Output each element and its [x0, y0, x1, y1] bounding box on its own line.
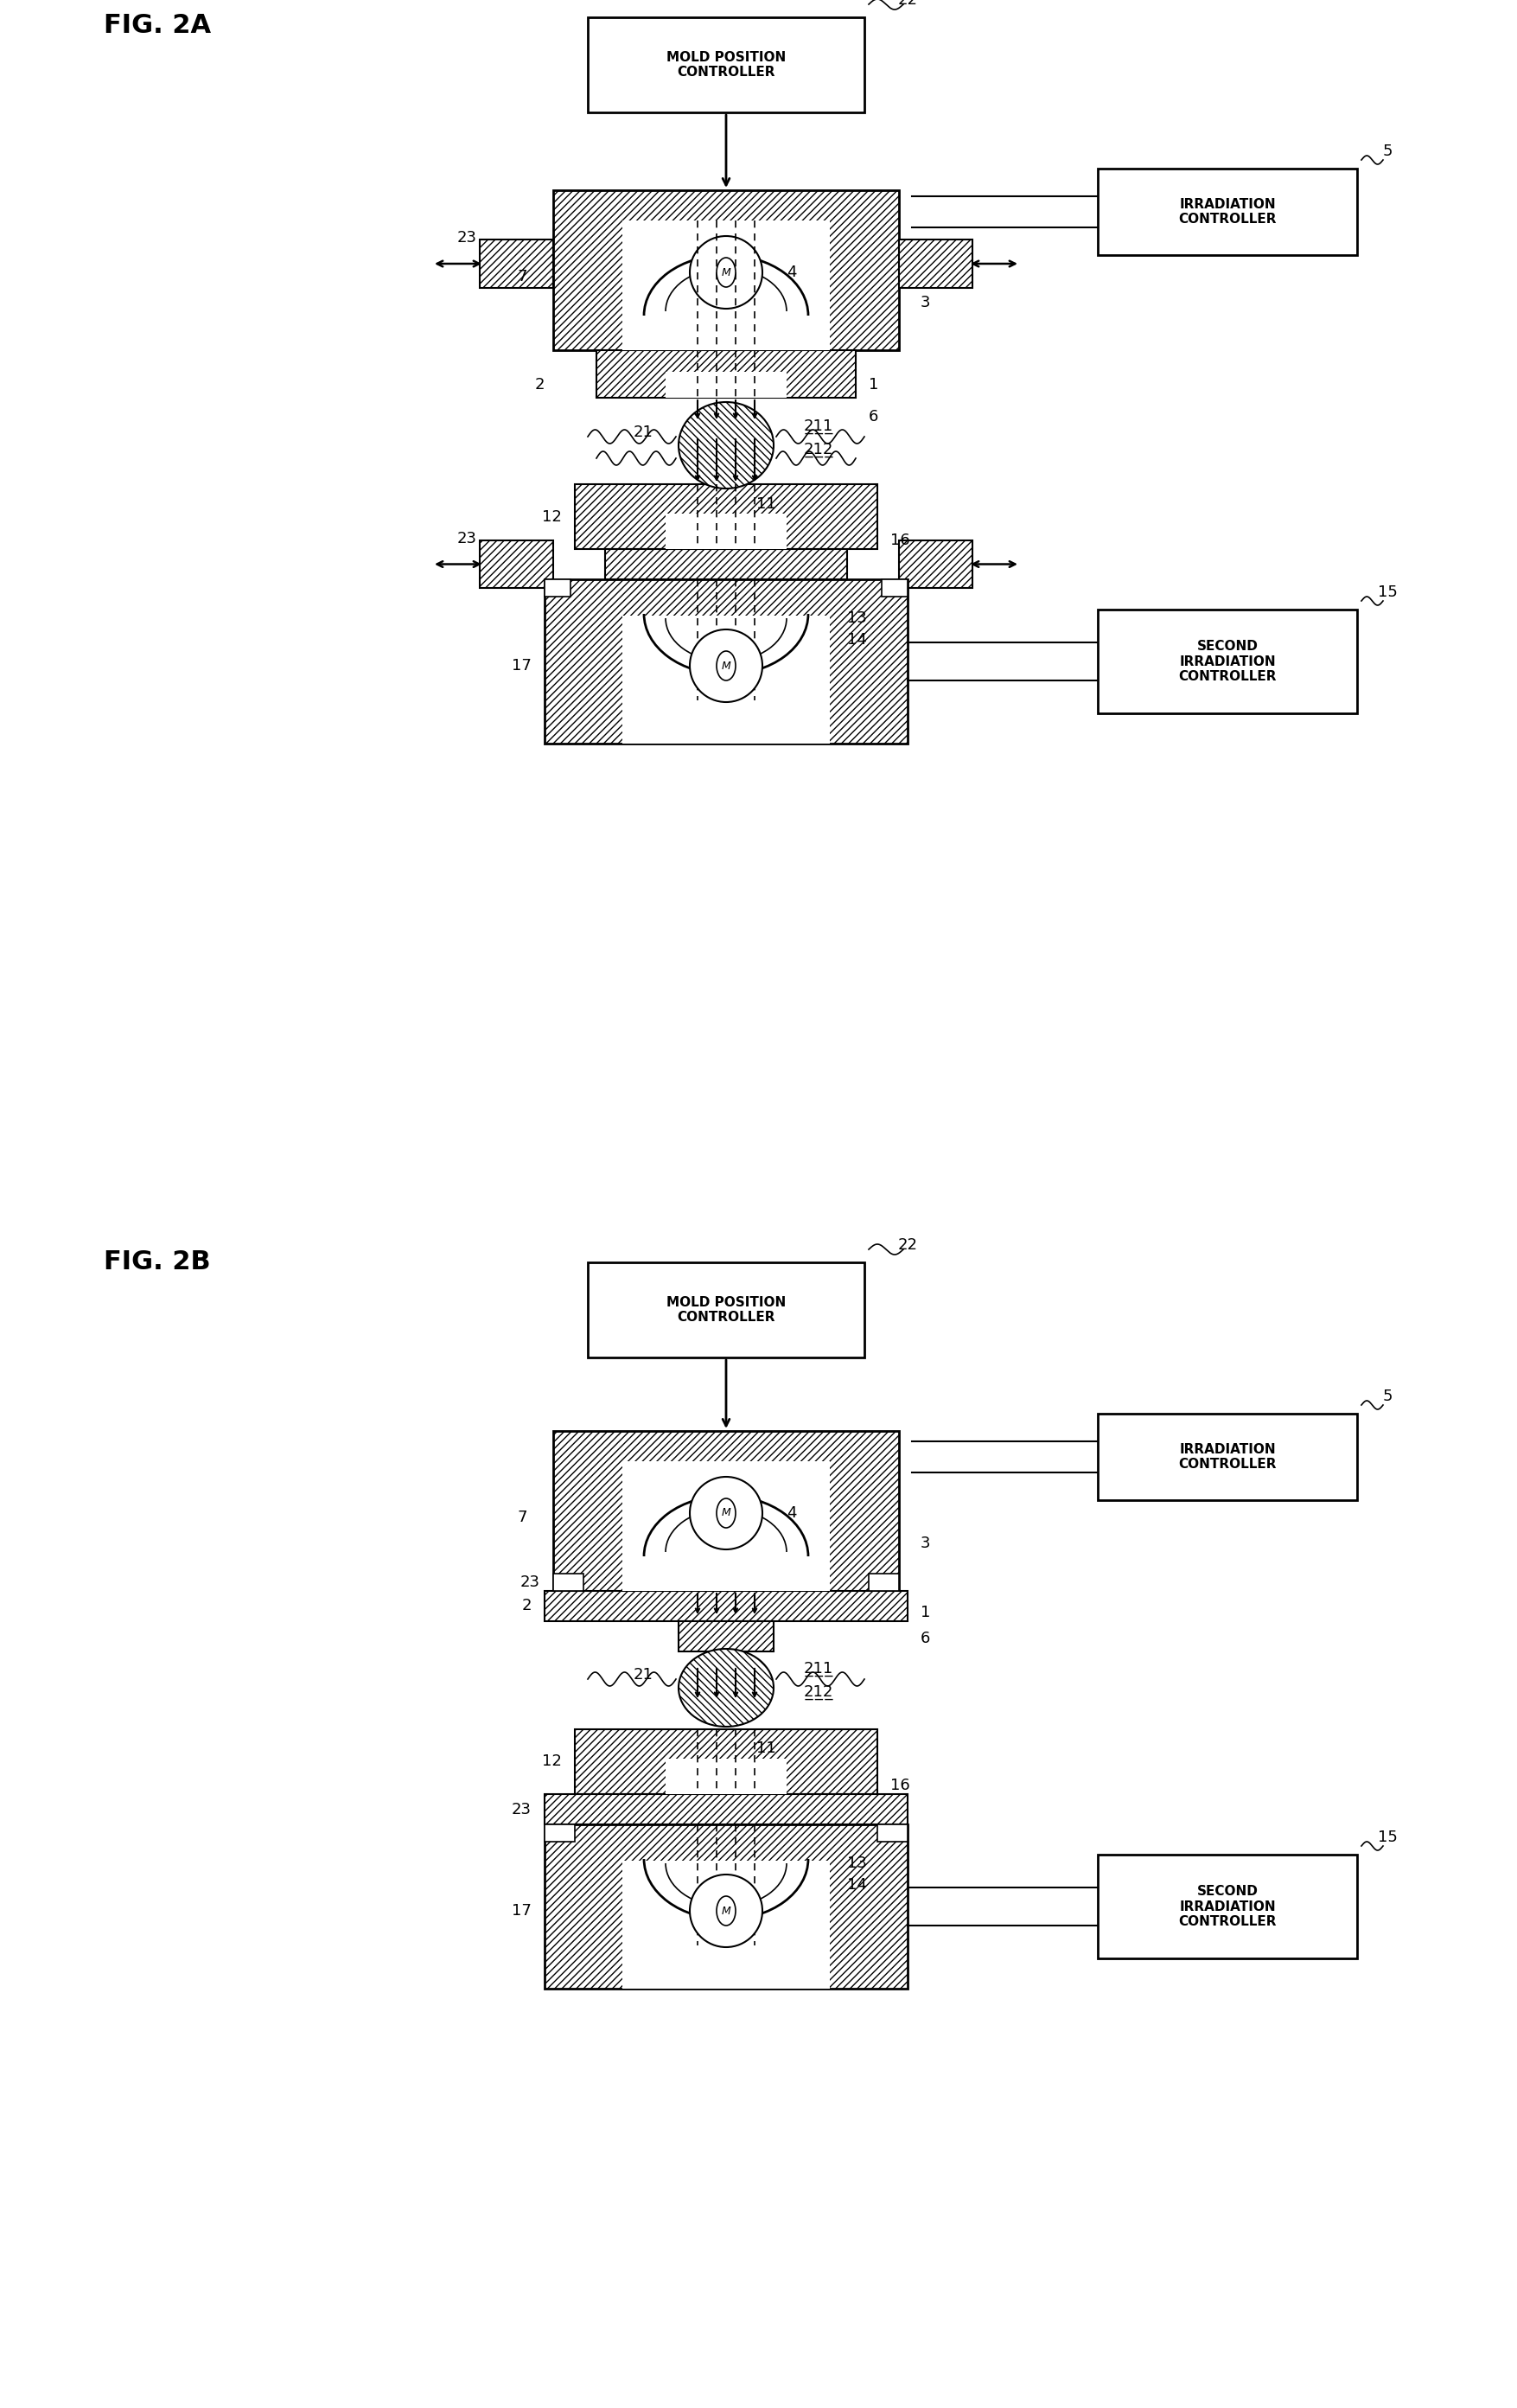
Bar — [545, 1794, 907, 1825]
Bar — [868, 1575, 898, 1592]
Bar — [678, 1621, 774, 1652]
Bar — [664, 513, 786, 549]
Text: M: M — [721, 1905, 730, 1917]
Text: 3: 3 — [919, 1536, 930, 1551]
Text: 14: 14 — [846, 631, 866, 648]
Bar — [622, 222, 830, 349]
Bar — [596, 349, 856, 397]
Ellipse shape — [678, 402, 774, 489]
Text: 7: 7 — [517, 270, 526, 284]
Circle shape — [689, 628, 762, 703]
Text: IRRADIATION
CONTROLLER: IRRADIATION CONTROLLER — [1177, 1442, 1276, 1471]
Ellipse shape — [716, 258, 736, 287]
Text: 5: 5 — [1382, 144, 1391, 159]
Bar — [1097, 609, 1356, 713]
Text: MOLD POSITION
CONTROLLER: MOLD POSITION CONTROLLER — [666, 51, 786, 79]
Text: 15: 15 — [1376, 585, 1397, 600]
Circle shape — [689, 1873, 762, 1948]
Text: 13: 13 — [846, 1857, 866, 1871]
Text: 12: 12 — [542, 1753, 561, 1770]
Bar — [881, 580, 907, 597]
Bar — [575, 1729, 877, 1794]
Bar — [552, 190, 898, 349]
Bar — [575, 484, 877, 549]
Text: FIG. 2B: FIG. 2B — [103, 1250, 211, 1274]
Bar — [479, 539, 552, 588]
Text: SECOND
IRRADIATION
CONTROLLER: SECOND IRRADIATION CONTROLLER — [1177, 1885, 1276, 1929]
Text: 1: 1 — [868, 378, 878, 393]
Text: 4: 4 — [786, 1505, 796, 1522]
Text: 2: 2 — [522, 1599, 531, 1613]
Text: 23: 23 — [520, 1575, 540, 1589]
Text: 21: 21 — [633, 1666, 652, 1683]
Bar — [552, 1430, 898, 1592]
Bar — [552, 1575, 583, 1592]
Bar — [1097, 1413, 1356, 1500]
Ellipse shape — [716, 650, 736, 681]
Text: 17: 17 — [511, 1902, 531, 1919]
Bar — [479, 241, 552, 287]
Text: FIG. 2A: FIG. 2A — [103, 12, 211, 39]
Text: 11: 11 — [755, 496, 775, 510]
Text: M: M — [721, 267, 730, 277]
Bar — [664, 1758, 786, 1794]
Circle shape — [689, 1476, 762, 1548]
Bar — [877, 1825, 907, 1842]
Bar — [1097, 1854, 1356, 1958]
Ellipse shape — [716, 1895, 736, 1926]
Bar — [1097, 169, 1356, 255]
Text: 6: 6 — [919, 1630, 930, 1647]
Text: SECOND
IRRADIATION
CONTROLLER: SECOND IRRADIATION CONTROLLER — [1177, 641, 1276, 684]
Text: MOLD POSITION
CONTROLLER: MOLD POSITION CONTROLLER — [666, 1296, 786, 1324]
Text: 15: 15 — [1376, 1830, 1397, 1845]
Text: 23: 23 — [457, 231, 476, 246]
Text: 13: 13 — [846, 612, 866, 626]
Text: 23: 23 — [457, 530, 476, 547]
Text: 2̲1̲2̲: 2̲1̲2̲ — [804, 441, 833, 458]
Bar — [545, 1825, 907, 1989]
Bar — [664, 371, 786, 397]
Text: 2: 2 — [534, 378, 545, 393]
Bar — [622, 616, 830, 744]
Text: 2̲1̲1̲: 2̲1̲1̲ — [804, 419, 833, 433]
Text: 16: 16 — [890, 1777, 910, 1794]
Bar — [587, 1262, 863, 1358]
Bar — [622, 1462, 830, 1592]
Text: 17: 17 — [511, 657, 531, 674]
Bar — [898, 241, 972, 287]
Text: 12: 12 — [542, 508, 561, 525]
Text: 14: 14 — [846, 1878, 866, 1893]
Text: 5: 5 — [1382, 1389, 1391, 1404]
Bar — [545, 580, 570, 597]
Bar — [545, 1825, 575, 1842]
Text: 23: 23 — [511, 1801, 531, 1818]
Text: 1: 1 — [919, 1604, 930, 1621]
Text: M: M — [721, 660, 730, 672]
Text: 11: 11 — [755, 1741, 775, 1755]
Circle shape — [689, 236, 762, 308]
Text: 22: 22 — [897, 0, 916, 7]
Text: 22: 22 — [897, 1238, 916, 1252]
Text: 21: 21 — [633, 424, 652, 441]
Bar — [898, 539, 972, 588]
Text: IRRADIATION
CONTROLLER: IRRADIATION CONTROLLER — [1177, 197, 1276, 226]
Bar — [605, 549, 846, 580]
Bar — [622, 1861, 830, 1989]
Bar — [545, 1592, 907, 1621]
Ellipse shape — [716, 1498, 736, 1527]
Ellipse shape — [678, 1649, 774, 1727]
Text: 2̲1̲1̲: 2̲1̲1̲ — [804, 1662, 833, 1676]
Bar — [545, 580, 907, 744]
Text: 7: 7 — [517, 1510, 526, 1524]
Text: 4: 4 — [786, 265, 796, 279]
Text: 16: 16 — [890, 532, 910, 549]
Text: 6: 6 — [868, 409, 878, 424]
Text: M: M — [721, 1507, 730, 1519]
Text: 2̲1̲2̲: 2̲1̲2̲ — [804, 1683, 833, 1700]
Bar — [587, 17, 863, 113]
Text: 3: 3 — [919, 294, 930, 311]
